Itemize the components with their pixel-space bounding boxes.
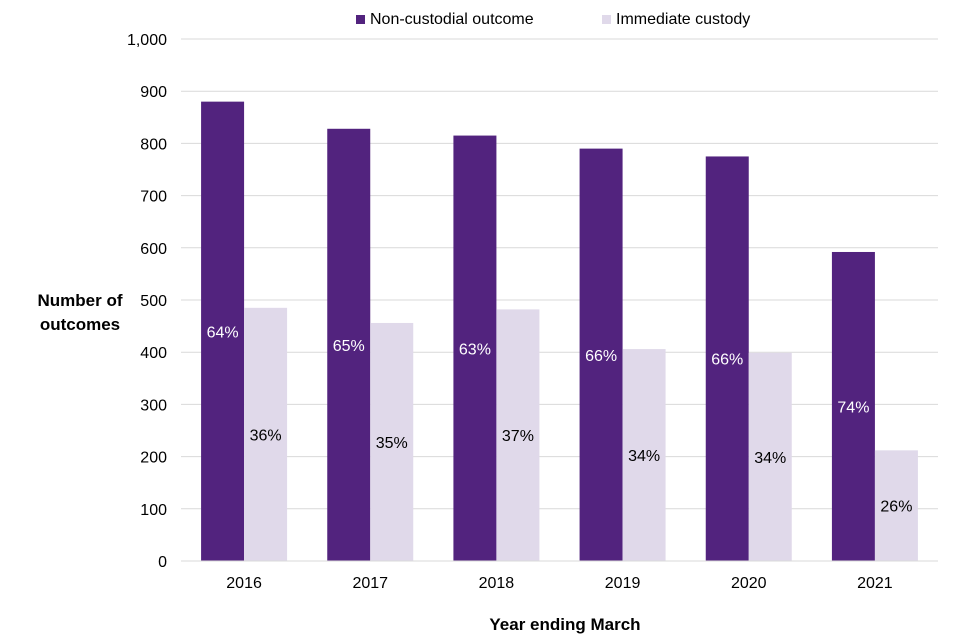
y-tick-label: 300 bbox=[140, 397, 167, 414]
y-tick-label: 100 bbox=[140, 502, 167, 519]
bar-non-custodial-2021 bbox=[831, 251, 875, 561]
y-axis-tick-labels: 0 100 200 300 400 500 600 700 800 900 1,000 bbox=[127, 32, 167, 571]
bar-non-custodial-2016 bbox=[201, 101, 245, 561]
y-tick-label: 900 bbox=[140, 84, 167, 101]
data-label-non-custodial-2019: 66% bbox=[585, 348, 617, 365]
data-label-non-custodial-2020: 66% bbox=[711, 352, 743, 369]
data-label-non-custodial-2016: 64% bbox=[207, 324, 239, 341]
x-tick-label: 2018 bbox=[479, 575, 515, 592]
bar-immediate-custody-2021 bbox=[874, 450, 918, 561]
x-tick-label: 2019 bbox=[605, 575, 641, 592]
legend-swatch-non-custodial bbox=[356, 15, 365, 24]
legend-label-non-custodial: Non-custodial outcome bbox=[370, 11, 534, 28]
data-label-immediate-custody-2020: 34% bbox=[754, 450, 786, 467]
legend: Non-custodial outcome Immediate custody bbox=[356, 11, 750, 28]
y-tick-label: 500 bbox=[140, 293, 167, 310]
x-axis-tick-labels: 2016 2017 2018 2019 2020 2021 bbox=[226, 575, 893, 592]
y-tick-label: 400 bbox=[140, 345, 167, 362]
bar-non-custodial-2017 bbox=[327, 128, 371, 561]
bar-non-custodial-2019 bbox=[579, 148, 623, 561]
y-tick-label: 0 bbox=[158, 554, 167, 571]
data-label-immediate-custody-2019: 34% bbox=[628, 448, 660, 465]
y-tick-label: 800 bbox=[140, 136, 167, 153]
bars bbox=[201, 101, 918, 561]
bar-non-custodial-2020 bbox=[705, 156, 749, 561]
y-tick-label: 700 bbox=[140, 189, 167, 206]
bar-data-labels: 64% 36% 65% 35% 63% 37% 66% 34% 66% 34% 74% 26% bbox=[207, 324, 913, 515]
data-label-immediate-custody-2018: 37% bbox=[502, 428, 534, 445]
y-tick-label: 600 bbox=[140, 241, 167, 258]
data-label-non-custodial-2021: 74% bbox=[837, 399, 869, 416]
x-axis-title: Year ending March bbox=[489, 615, 640, 634]
data-label-non-custodial-2017: 65% bbox=[333, 338, 365, 355]
x-tick-label: 2020 bbox=[731, 575, 767, 592]
y-tick-label: 1,000 bbox=[127, 32, 167, 49]
legend-swatch-immediate-custody bbox=[602, 15, 611, 24]
bar-immediate-custody-2019 bbox=[622, 349, 666, 561]
x-tick-label: 2017 bbox=[352, 575, 388, 592]
y-gridlines bbox=[181, 38, 938, 510]
legend-label-immediate-custody: Immediate custody bbox=[616, 11, 750, 28]
y-axis-title-line-2: outcomes bbox=[40, 315, 120, 334]
bar-immediate-custody-2018 bbox=[496, 309, 540, 561]
data-label-immediate-custody-2017: 35% bbox=[376, 435, 408, 452]
y-tick-label: 200 bbox=[140, 450, 167, 467]
x-tick-label: 2016 bbox=[226, 575, 262, 592]
y-axis-title-line-1: Number of bbox=[38, 291, 123, 310]
data-label-immediate-custody-2021: 26% bbox=[880, 499, 912, 516]
bar-immediate-custody-2017 bbox=[370, 322, 414, 561]
x-tick-label: 2021 bbox=[857, 575, 893, 592]
bar-immediate-custody-2020 bbox=[748, 352, 792, 561]
bar-non-custodial-2018 bbox=[453, 135, 497, 561]
data-label-immediate-custody-2016: 36% bbox=[250, 427, 282, 444]
bar-immediate-custody-2016 bbox=[244, 307, 288, 561]
data-label-non-custodial-2018: 63% bbox=[459, 341, 491, 358]
